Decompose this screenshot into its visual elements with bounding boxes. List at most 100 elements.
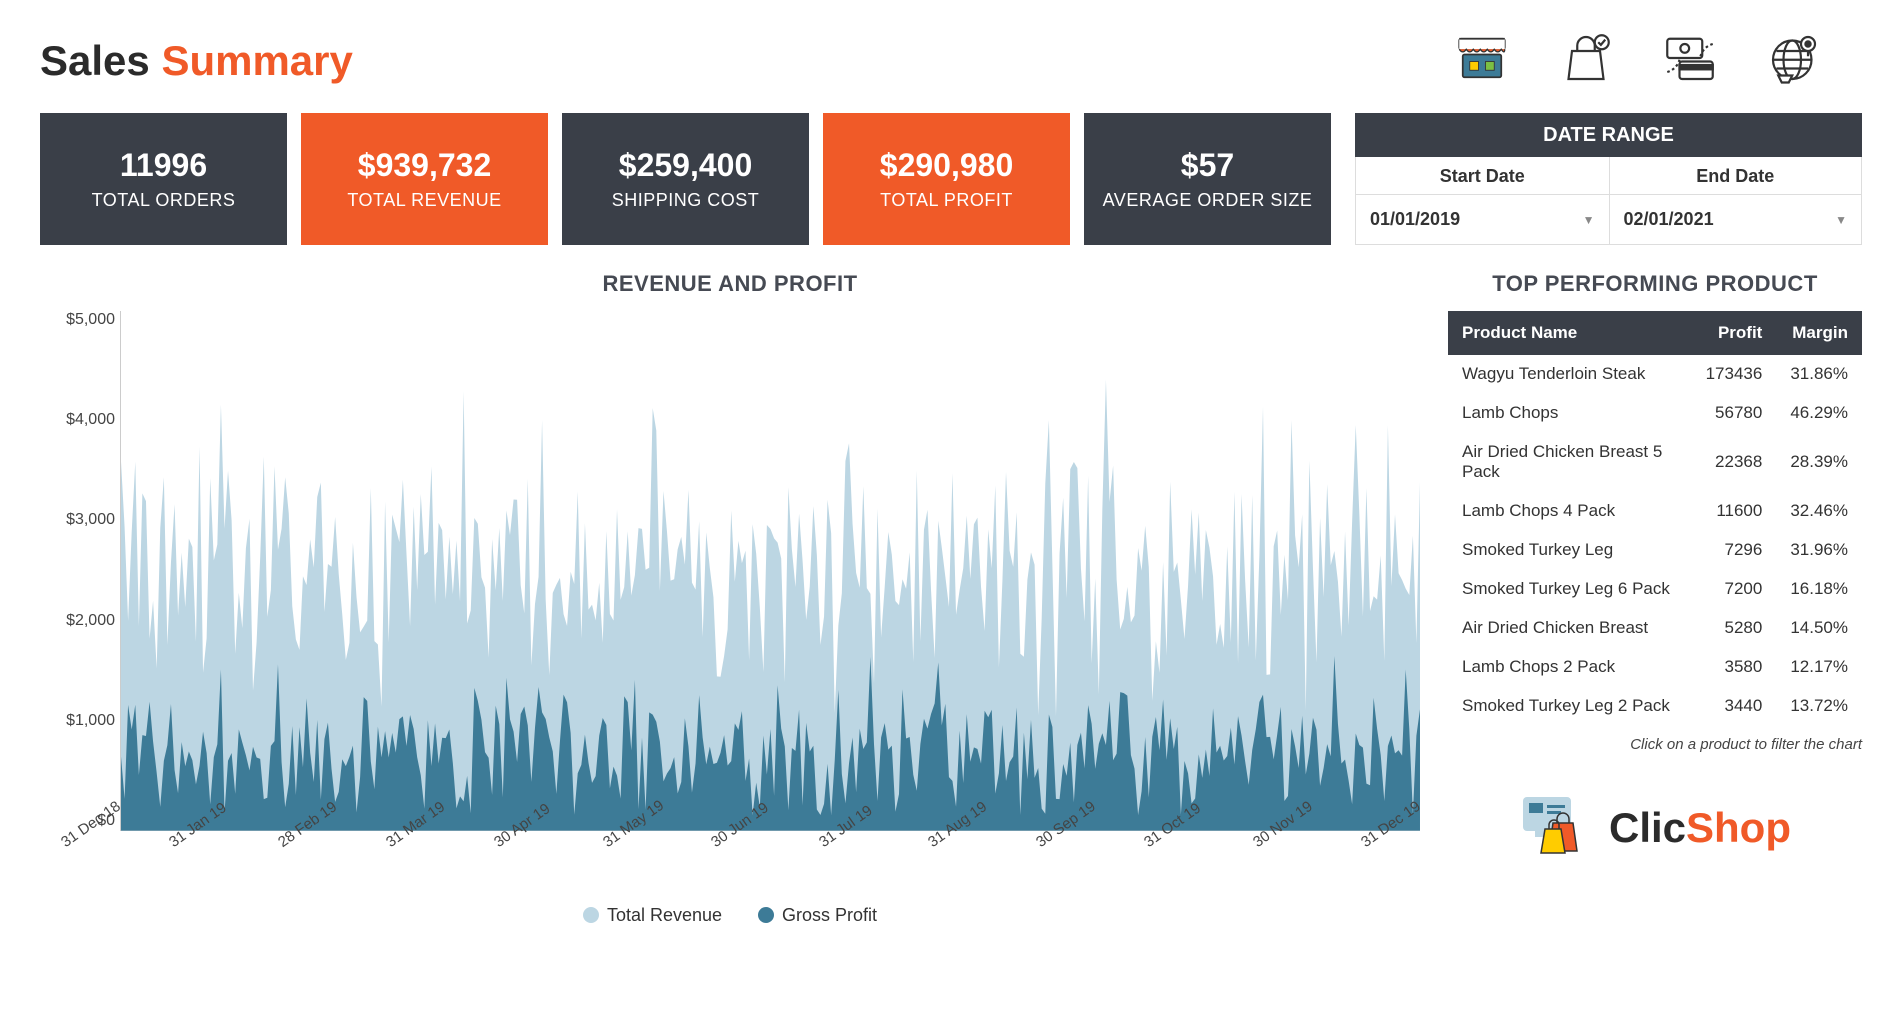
- cell-product-name: Wagyu Tenderloin Steak: [1448, 355, 1692, 394]
- payment-icon[interactable]: [1662, 30, 1718, 91]
- cell-profit: 56780: [1692, 394, 1777, 433]
- cell-profit: 22368: [1692, 433, 1777, 492]
- page-title-pre: Sales: [40, 37, 161, 84]
- kpi-card: $259,400 SHIPPING COST: [562, 113, 809, 245]
- cell-product-name: Lamb Chops: [1448, 394, 1692, 433]
- legend-item: Total Revenue: [583, 905, 722, 926]
- table-row[interactable]: Lamb Chops 4 Pack1160032.46%: [1448, 492, 1862, 531]
- cell-product-name: Air Dried Chicken Breast 5 Pack: [1448, 433, 1692, 492]
- cell-margin: 31.86%: [1776, 355, 1862, 394]
- kpi-value: 11996: [120, 147, 207, 184]
- kpi-label: SHIPPING COST: [612, 190, 760, 211]
- table-header-row: Product NameProfitMargin: [1448, 311, 1862, 355]
- brand-pre: Clic: [1609, 804, 1686, 851]
- chart-plot: $5,000$4,000$3,000$2,000$1,000$0: [120, 311, 1420, 831]
- y-tick-label: $3,000: [45, 511, 115, 529]
- y-tick-label: $4,000: [45, 411, 115, 429]
- cell-margin: 16.18%: [1776, 570, 1862, 609]
- cell-profit: 3580: [1692, 648, 1777, 687]
- date-range-body: Start Date 01/01/2019 ▼ End Date 02/01/2…: [1355, 157, 1862, 245]
- cell-product-name: Air Dried Chicken Breast: [1448, 609, 1692, 648]
- header-row: Sales Summary: [40, 30, 1862, 91]
- main-row: REVENUE AND PROFIT $5,000$4,000$3,000$2,…: [40, 271, 1862, 926]
- cell-margin: 46.29%: [1776, 394, 1862, 433]
- chart-svg: [121, 311, 1420, 831]
- date-start-label: Start Date: [1356, 157, 1609, 195]
- basket-icon[interactable]: [1558, 30, 1614, 91]
- table-row[interactable]: Smoked Turkey Leg 6 Pack720016.18%: [1448, 570, 1862, 609]
- cell-profit: 11600: [1692, 492, 1777, 531]
- brand: ClicShop: [1448, 793, 1862, 862]
- y-tick-label: $5,000: [45, 311, 115, 329]
- table-header-cell: Product Name: [1448, 311, 1692, 355]
- y-tick-label: $1,000: [45, 712, 115, 730]
- store-icon[interactable]: [1454, 30, 1510, 91]
- kpi-value: $259,400: [619, 147, 752, 184]
- cell-margin: 12.17%: [1776, 648, 1862, 687]
- kpi-card: $57 AVERAGE ORDER SIZE: [1084, 113, 1331, 245]
- chart-panel: REVENUE AND PROFIT $5,000$4,000$3,000$2,…: [40, 271, 1420, 926]
- kpi-label: TOTAL ORDERS: [92, 190, 236, 211]
- date-start-value: 01/01/2019: [1370, 209, 1460, 230]
- cell-margin: 32.46%: [1776, 492, 1862, 531]
- cell-margin: 14.50%: [1776, 609, 1862, 648]
- chevron-down-icon: ▼: [1583, 213, 1595, 227]
- date-end-col: End Date 02/01/2021 ▼: [1609, 157, 1862, 244]
- globe-icon[interactable]: [1766, 30, 1822, 91]
- brand-logo-icon: [1519, 793, 1591, 862]
- chart-x-axis: 31 Dec 1831 Jan 1928 Feb 1931 Mar 1930 A…: [120, 831, 1420, 901]
- table-row[interactable]: Air Dried Chicken Breast528014.50%: [1448, 609, 1862, 648]
- nav-icons: [1454, 30, 1862, 91]
- cell-product-name: Smoked Turkey Leg: [1448, 531, 1692, 570]
- cell-margin: 13.72%: [1776, 687, 1862, 726]
- cell-profit: 173436: [1692, 355, 1777, 394]
- table-header-cell: Margin: [1776, 311, 1862, 355]
- date-start-col: Start Date 01/01/2019 ▼: [1356, 157, 1609, 244]
- table-hint: Click on a product to filter the chart: [1448, 736, 1862, 753]
- cell-product-name: Lamb Chops 2 Pack: [1448, 648, 1692, 687]
- kpi-card: 11996 TOTAL ORDERS: [40, 113, 287, 245]
- brand-accent: Shop: [1686, 804, 1791, 851]
- chart-y-axis: $5,000$4,000$3,000$2,000$1,000$0: [45, 311, 115, 830]
- legend-item: Gross Profit: [758, 905, 877, 926]
- table-row[interactable]: Lamb Chops 2 Pack358012.17%: [1448, 648, 1862, 687]
- table-row[interactable]: Wagyu Tenderloin Steak17343631.86%: [1448, 355, 1862, 394]
- chart-title: REVENUE AND PROFIT: [40, 271, 1420, 297]
- date-end-value: 02/01/2021: [1624, 209, 1714, 230]
- cell-profit: 7296: [1692, 531, 1777, 570]
- kpi-card: $290,980 TOTAL PROFIT: [823, 113, 1070, 245]
- kpi-label: TOTAL REVENUE: [347, 190, 501, 211]
- kpi-label: AVERAGE ORDER SIZE: [1103, 190, 1313, 211]
- table-row[interactable]: Air Dried Chicken Breast 5 Pack2236828.3…: [1448, 433, 1862, 492]
- date-range-panel: DATE RANGE Start Date 01/01/2019 ▼ End D…: [1355, 113, 1862, 245]
- top-products-title: TOP PERFORMING PRODUCT: [1448, 271, 1862, 297]
- side-panel: TOP PERFORMING PRODUCT Product NameProfi…: [1448, 271, 1862, 926]
- kpi-row: 11996 TOTAL ORDERS $939,732 TOTAL REVENUE $2…: [40, 113, 1862, 245]
- page-title-accent: Summary: [161, 37, 352, 84]
- chart-legend: Total Revenue Gross Profit: [40, 905, 1420, 926]
- table-header-cell: Profit: [1692, 311, 1777, 355]
- date-end-input[interactable]: 02/01/2021 ▼: [1610, 195, 1862, 244]
- cell-margin: 28.39%: [1776, 433, 1862, 492]
- date-start-input[interactable]: 01/01/2019 ▼: [1356, 195, 1609, 244]
- kpi-label: TOTAL PROFIT: [880, 190, 1013, 211]
- cell-profit: 5280: [1692, 609, 1777, 648]
- kpi-value: $57: [1181, 147, 1234, 184]
- table-row[interactable]: Smoked Turkey Leg729631.96%: [1448, 531, 1862, 570]
- kpi-card: $939,732 TOTAL REVENUE: [301, 113, 548, 245]
- table-row[interactable]: Lamb Chops5678046.29%: [1448, 394, 1862, 433]
- cell-product-name: Smoked Turkey Leg 6 Pack: [1448, 570, 1692, 609]
- cell-profit: 3440: [1692, 687, 1777, 726]
- cell-profit: 7200: [1692, 570, 1777, 609]
- kpi-value: $939,732: [358, 147, 491, 184]
- chevron-down-icon: ▼: [1835, 213, 1847, 227]
- cell-margin: 31.96%: [1776, 531, 1862, 570]
- kpi-value: $290,980: [880, 147, 1013, 184]
- date-end-label: End Date: [1610, 157, 1862, 195]
- table-row[interactable]: Smoked Turkey Leg 2 Pack344013.72%: [1448, 687, 1862, 726]
- top-products-table: Product NameProfitMargin Wagyu Tenderloi…: [1448, 311, 1862, 726]
- page-title: Sales Summary: [40, 37, 353, 85]
- y-tick-label: $2,000: [45, 612, 115, 630]
- date-range-title: DATE RANGE: [1355, 113, 1862, 157]
- cell-product-name: Smoked Turkey Leg 2 Pack: [1448, 687, 1692, 726]
